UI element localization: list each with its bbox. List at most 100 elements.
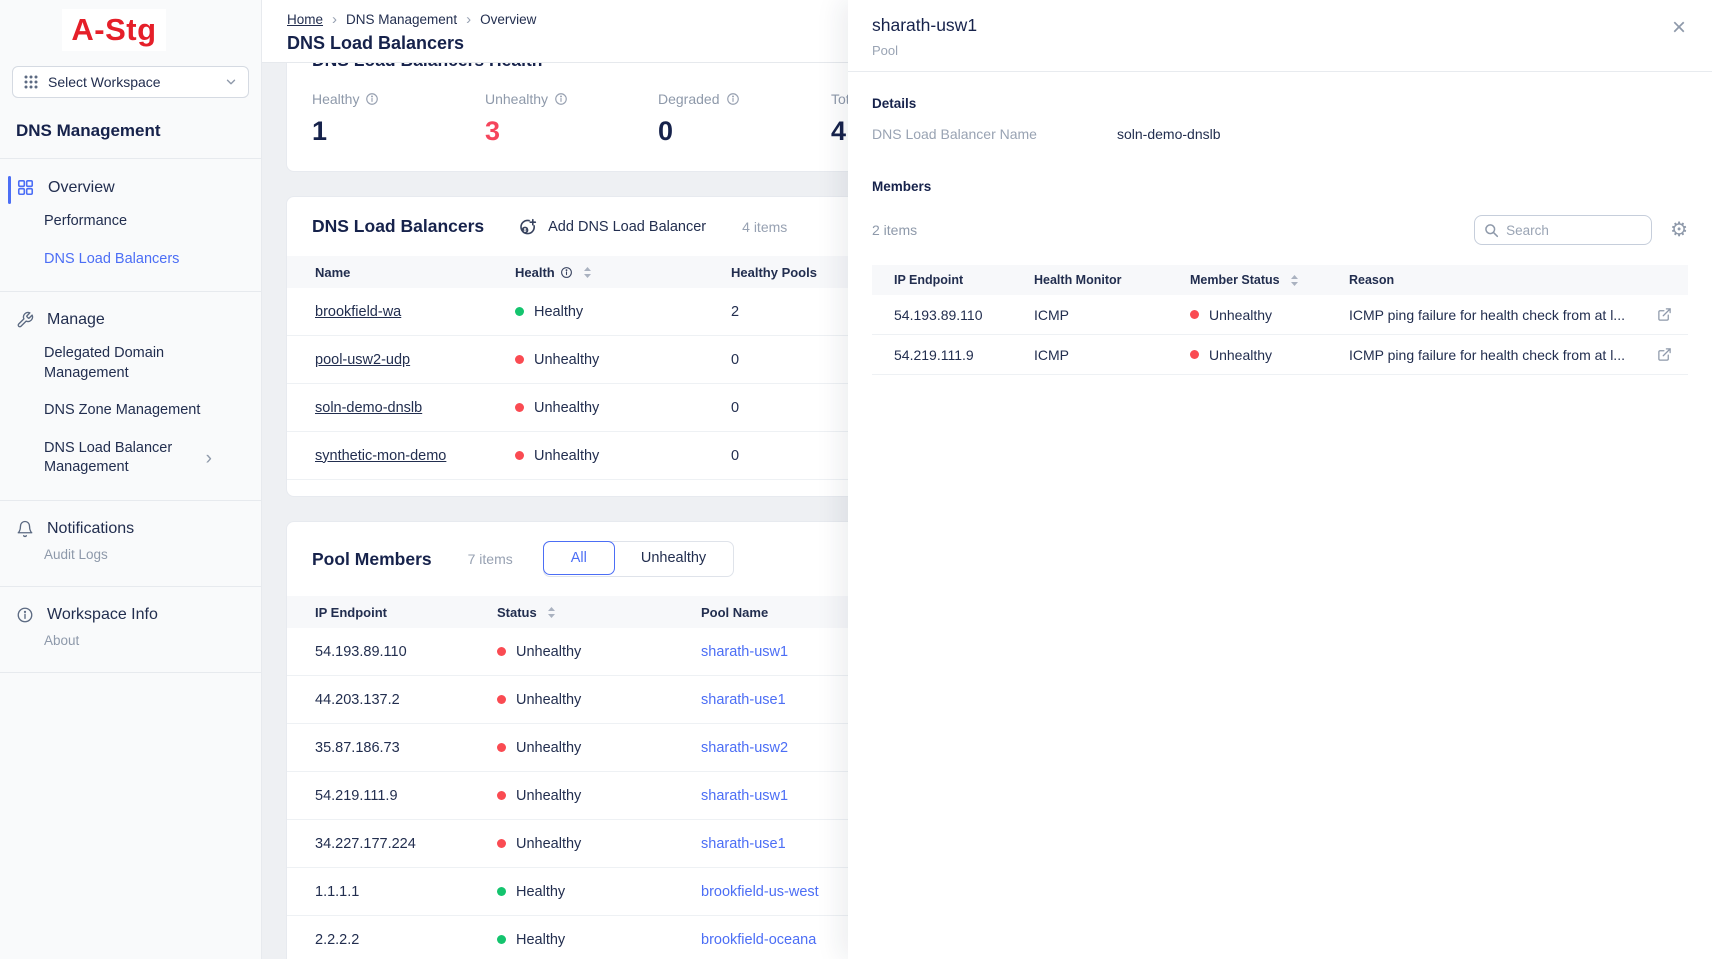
status-dot [1190,310,1199,319]
member-ip: 54.193.89.110 [894,306,983,323]
status-dot [515,355,524,364]
sort-icon[interactable] [547,606,556,619]
add-dns-load-balancer-button[interactable]: 8 Add DNS Load Balancer [518,216,706,237]
status-dot [515,307,524,316]
external-link-icon[interactable] [1657,347,1672,362]
lb-name-link[interactable]: brookfield-wa [315,303,402,320]
metric-degraded-value: 0 [658,116,674,146]
pool-name-link[interactable]: sharath-usw1 [701,787,789,804]
pm-status: Unhealthy [516,787,582,804]
health-metrics: Healthy 1 Unhealthy 3 Degraded [312,91,1662,147]
pm-ip: 1.1.1.1 [315,883,360,900]
app-logo-text: A-Stg [71,12,157,47]
pool-members-title: Pool Members [312,548,432,569]
info-circle-icon[interactable] [365,92,379,106]
active-nav-indicator [8,176,11,204]
pool-name-link[interactable]: sharath-use1 [701,691,786,708]
sidebar-divider [0,499,261,501]
members-items-count: 2 items [872,222,918,238]
breadcrumb-separator-icon: › [332,11,338,28]
pm-status: Unhealthy [516,739,582,756]
tab-unhealthy[interactable]: Unhealthy [640,550,707,566]
sidebar-item-delegated-domain-management[interactable]: Delegated Domain Management [44,345,165,381]
info-circle-icon[interactable] [554,92,568,106]
pool-name-link[interactable]: sharath-usw1 [701,643,789,660]
svg-text:8: 8 [524,228,527,234]
table-row: 54.219.111.9 ICMP Unhealthy ICMP ping fa… [872,335,1688,375]
pool-name-link[interactable]: brookfield-us-west [701,883,819,900]
sidebar-item-about[interactable]: About [44,633,80,649]
member-health-monitor: ICMP [1034,306,1069,323]
members-toolbar: 2 items ⚙ [872,215,1688,245]
detail-row: DNS Load Balancer Name soln-demo-dnslb [872,126,1688,142]
nav-group-notifications: Notifications Audit Logs [0,501,261,586]
info-circle-icon[interactable] [560,266,573,279]
lb-card-title: DNS Load Balancers [312,216,485,236]
members-search [1474,215,1653,245]
gear-icon[interactable]: ⚙ [1670,219,1688,241]
external-link-icon[interactable] [1657,307,1672,322]
breadcrumb-home[interactable]: Home [287,12,324,27]
status-dot [515,403,524,412]
info-icon [16,606,34,624]
pool-name-link[interactable]: sharath-use1 [701,835,786,852]
lb-healthy-pools-value: 0 [731,399,740,416]
sidebar-item-manage[interactable]: Manage [0,305,261,335]
status-dot [497,695,506,704]
metric-unhealthy-label: Unhealthy [485,91,549,107]
sidebar-divider [0,291,261,293]
sort-icon[interactable] [583,266,592,279]
status-dot [497,647,506,656]
sidebar-item-dns-load-balancers[interactable]: DNS Load Balancers [44,250,180,267]
sidebar-item-performance[interactable]: Performance [44,213,128,229]
drawer-subtitle: Pool [872,43,899,58]
sidebar-item-audit-logs[interactable]: Audit Logs [44,546,108,562]
drawer-title: sharath-usw1 [872,15,978,35]
wrench-icon [16,311,34,329]
pool-name-link[interactable]: sharath-usw2 [701,739,789,756]
pm-status: Healthy [516,883,566,900]
sidebar-divider [0,158,261,159]
info-circle-icon[interactable] [726,92,740,106]
sidebar-item-dns-zone-management[interactable]: DNS Zone Management [44,402,201,419]
metric-healthy-value: 1 [312,116,328,146]
workspace-selector-label: Select Workspace [48,74,161,90]
grid-dots-icon [23,74,39,90]
sidebar-item-workspace-info[interactable]: Workspace Info [0,600,261,630]
pm-status: Unhealthy [516,835,582,852]
breadcrumb-separator-icon: › [466,11,472,28]
search-input[interactable] [1506,222,1643,238]
workspace-selector[interactable]: Select Workspace [12,66,249,98]
app-logo[interactable]: A-Stg [62,9,166,51]
close-icon[interactable]: × [1671,14,1686,41]
sidebar-item-overview-label: Overview [48,178,115,196]
lb-col-health: Health [515,264,555,280]
metric-healthy: Healthy 1 [312,91,485,147]
pool-members-filter-tabs: All Unhealthy [542,541,735,577]
sidebar-item-notifications[interactable]: Notifications [0,514,261,544]
details-heading: Details [872,96,917,111]
lb-col-healthy-pools: Healthy Pools [731,264,817,280]
tab-all[interactable]: All [542,541,615,575]
lb-health-status: Unhealthy [534,447,600,464]
lb-name-link[interactable]: soln-demo-dnslb [315,399,423,416]
lb-healthy-pools-value: 0 [731,351,740,368]
breadcrumb-overview[interactable]: Overview [480,12,537,27]
sidebar-item-overview[interactable]: Overview [0,172,261,203]
lb-col-name: Name [315,264,351,280]
sidebar-item-dns-load-balancer-management[interactable]: DNS Load Balancer Management › [0,430,230,487]
sort-icon[interactable] [1290,274,1299,287]
member-status: Unhealthy [1209,306,1273,323]
breadcrumb-dns-management[interactable]: DNS Management [346,12,458,27]
lb-health-status: Unhealthy [534,351,600,368]
health-card-title: DNS Load Balancers Health [312,63,1662,71]
pool-name-link[interactable]: brookfield-oceana [701,931,817,948]
lb-name-link[interactable]: pool-usw2-udp [315,351,411,368]
lb-healthy-pools-value: 2 [731,303,740,320]
pm-ip: 44.203.137.2 [315,691,400,708]
pm-ip: 35.87.186.73 [315,739,400,756]
lb-name-link[interactable]: synthetic-mon-demo [315,447,447,464]
overview-grid-icon [16,178,35,197]
pm-col-pool-name: Pool Name [701,604,769,620]
members-table: IP Endpoint Health Monitor Member Status… [872,265,1688,375]
